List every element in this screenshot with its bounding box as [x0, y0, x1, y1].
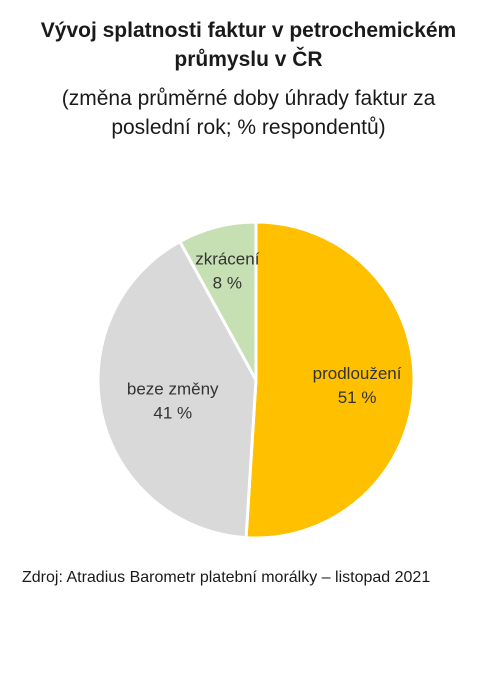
slice-value-label: 8 %: [213, 273, 242, 292]
pie-labels: prodloužení 51 % beze změny 41 % zkrácení 8 %: [127, 249, 402, 422]
slice-category-label: zkrácení: [195, 249, 260, 268]
slice-label-3: zkrácení 8 %: [195, 249, 260, 292]
slice-category-label: beze změny: [127, 380, 219, 399]
slice-value-label: 41 %: [153, 404, 192, 423]
title-line-1: Vývoj splatnosti faktur v petrochemickém: [40, 19, 457, 42]
subtitle-text: (změna průměrné doby úhrady faktur za po…: [0, 84, 497, 142]
pie-slice-2: [96, 240, 258, 540]
pie-slices: [96, 220, 416, 540]
slice-value-label: 51 %: [338, 388, 377, 407]
slice-label-1: prodloužení 51 %: [313, 364, 402, 407]
pie-slice-1: [244, 220, 416, 540]
subtitle-line-2: poslední rok; % respondentů): [111, 116, 386, 139]
subtitle-line-1: (změna průměrné doby úhrady faktur za: [61, 87, 436, 110]
title-text: Vývoj splatnosti faktur v petrochemickém…: [0, 16, 497, 74]
slice-category-label: prodloužení: [313, 364, 402, 383]
slice-label-2: beze změny 41 %: [127, 380, 219, 423]
title-line-2: průmyslu v ČR: [174, 48, 323, 71]
source-note: Zdroj: Atradius Barometr platební morálk…: [22, 569, 431, 586]
pie-chart: prodloužení 51 % beze změny 41 % zkrácení 8 %: [96, 220, 416, 540]
pie-slice-3: [178, 220, 258, 382]
